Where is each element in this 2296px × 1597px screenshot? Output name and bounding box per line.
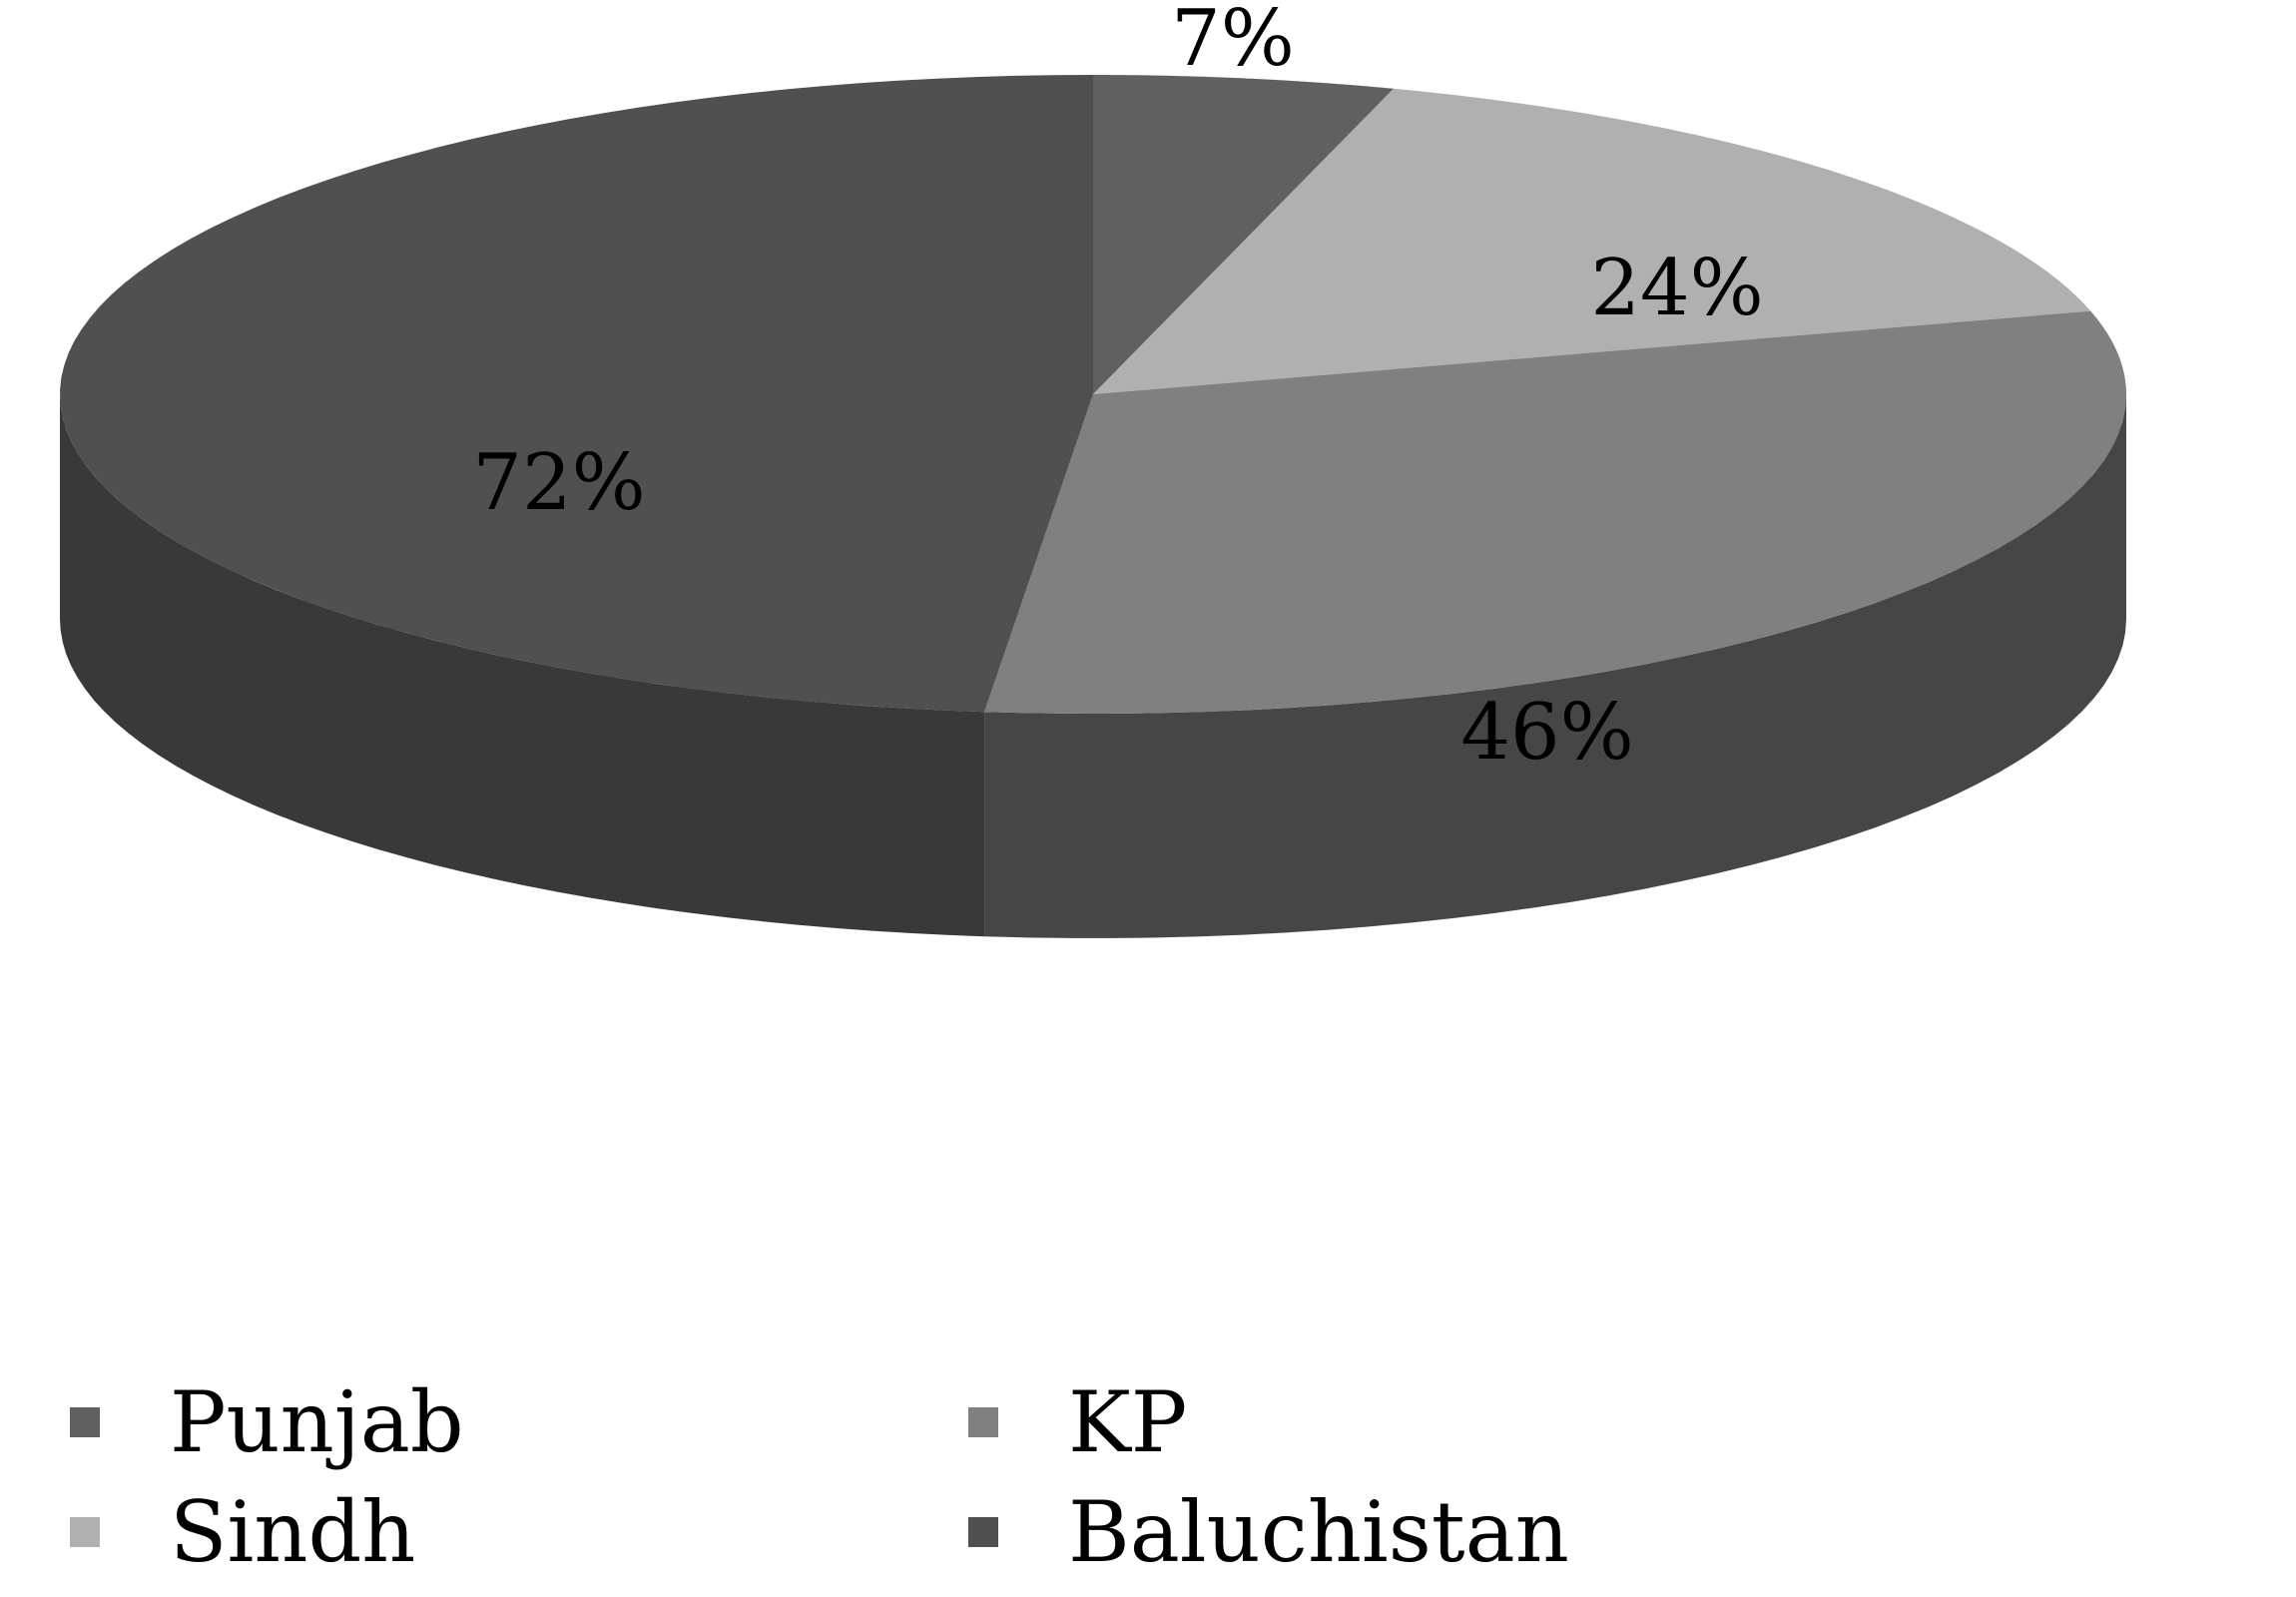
legend-item-kp[interactable]: KP: [968, 1377, 1187, 1467]
legend-label-baluchistan: Baluchistan: [1068, 1483, 1569, 1581]
pie-data-labels: 7% 24% 46% 72%: [472, 0, 1763, 778]
legend-item-baluchistan[interactable]: Baluchistan: [968, 1487, 1569, 1577]
pie-side-punjab: [60, 394, 985, 937]
legend-item-sindh[interactable]: Sindh: [70, 1487, 415, 1577]
data-label-kp: 46%: [1460, 688, 1633, 778]
pie-sides: [60, 394, 2126, 938]
data-label-baluchistan: 7%: [1171, 0, 1295, 84]
pie-slice-sindh[interactable]: [1093, 88, 2091, 395]
legend-label-kp: KP: [1068, 1373, 1188, 1471]
legend-swatch-baluchistan: [968, 1517, 998, 1547]
pie-slice-kp[interactable]: [984, 310, 2126, 714]
legend-label-sindh: Sindh: [170, 1483, 416, 1581]
legend-item-punjab[interactable]: Punjab: [70, 1377, 464, 1467]
pie-chart: 7% 24% 46% 72%: [60, 0, 2126, 938]
pie-slices: [60, 75, 2126, 714]
pie-side-kp: [984, 394, 2126, 938]
legend: Punjab KP Sindh Baluchistan: [0, 1377, 2296, 1597]
legend-swatch-sindh: [70, 1517, 100, 1547]
pie-slice-baluchistan[interactable]: [1093, 75, 1395, 394]
legend-label-punjab: Punjab: [170, 1373, 464, 1471]
data-label-sindh: 24%: [1590, 244, 1763, 333]
data-label-punjab: 72%: [472, 438, 645, 528]
pie-slice-punjab[interactable]: [60, 75, 1094, 713]
legend-swatch-kp: [968, 1407, 998, 1437]
legend-swatch-punjab: [70, 1407, 100, 1437]
